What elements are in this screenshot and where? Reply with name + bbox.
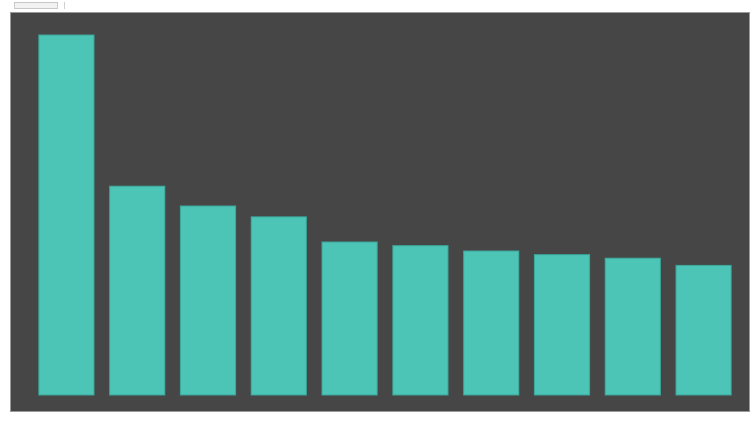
bar[interactable]: [321, 241, 378, 396]
chart-panel: [10, 12, 750, 412]
bar[interactable]: [109, 185, 166, 396]
toolbar-tab[interactable]: [14, 1, 58, 9]
bar[interactable]: [463, 250, 520, 396]
bar[interactable]: [179, 205, 237, 396]
bar[interactable]: [250, 216, 307, 396]
bar[interactable]: [675, 264, 732, 396]
bar[interactable]: [533, 254, 591, 396]
toolbar: [0, 0, 752, 10]
toolbar-divider: [64, 1, 65, 9]
bar[interactable]: [604, 257, 661, 396]
bar[interactable]: [38, 34, 95, 396]
bar[interactable]: [392, 245, 449, 396]
bar-chart: [11, 13, 749, 411]
